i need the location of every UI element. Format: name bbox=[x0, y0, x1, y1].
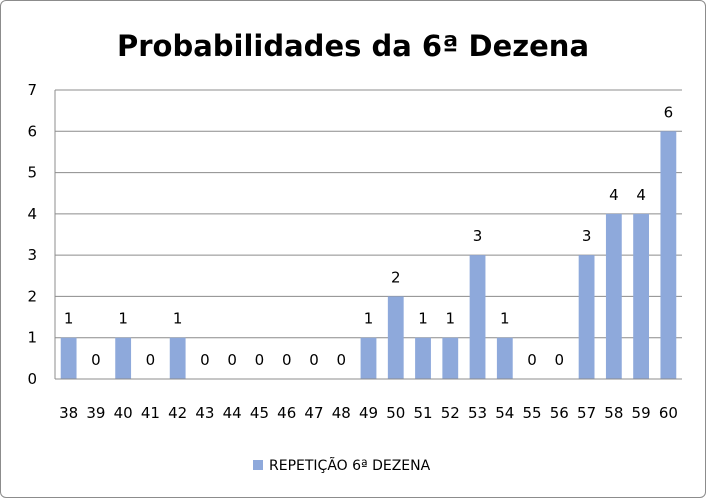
x-tick-label: 51 bbox=[413, 404, 432, 422]
data-label: 6 bbox=[664, 103, 674, 121]
x-tick-label: 60 bbox=[659, 404, 678, 422]
bar bbox=[660, 131, 677, 379]
data-label: 3 bbox=[473, 227, 483, 245]
gridlines bbox=[54, 89, 682, 379]
data-label: 0 bbox=[527, 351, 537, 369]
y-tick-label: 2 bbox=[27, 287, 37, 305]
data-label: 3 bbox=[582, 227, 592, 245]
x-tick-label: 47 bbox=[304, 404, 323, 422]
chart-title: Probabilidades da 6ª Dezena bbox=[117, 29, 589, 63]
y-tick-label: 1 bbox=[27, 329, 37, 347]
x-tick-label: 56 bbox=[550, 404, 569, 422]
y-axis-ticks: 0 1 2 3 4 5 6 7 bbox=[27, 81, 37, 388]
data-label: 1 bbox=[446, 310, 456, 328]
y-tick-label: 4 bbox=[27, 205, 37, 223]
bar bbox=[415, 337, 431, 379]
x-tick-label: 41 bbox=[141, 404, 160, 422]
bar bbox=[360, 337, 377, 379]
data-label: 0 bbox=[282, 351, 292, 369]
bar bbox=[496, 337, 513, 379]
data-label: 1 bbox=[173, 310, 183, 328]
data-label: 0 bbox=[255, 351, 265, 369]
x-tick-label: 46 bbox=[277, 404, 296, 422]
x-tick-label: 55 bbox=[523, 404, 542, 422]
legend: REPETIÇÃO 6ª DEZENA bbox=[253, 457, 431, 474]
x-tick-label: 50 bbox=[386, 404, 405, 422]
data-label: 1 bbox=[364, 310, 374, 328]
legend-swatch bbox=[253, 460, 263, 470]
bar bbox=[633, 213, 650, 379]
data-label: 0 bbox=[91, 351, 101, 369]
bar bbox=[605, 213, 622, 379]
y-tick-label: 5 bbox=[27, 164, 37, 182]
data-label: 0 bbox=[336, 351, 346, 369]
x-tick-label: 58 bbox=[604, 404, 623, 422]
bar bbox=[469, 255, 486, 379]
y-tick-label: 0 bbox=[27, 370, 37, 388]
x-tick-label: 40 bbox=[114, 404, 133, 422]
bars bbox=[60, 131, 677, 379]
x-tick-label: 43 bbox=[195, 404, 214, 422]
x-tick-label: 59 bbox=[632, 404, 651, 422]
x-tick-label: 45 bbox=[250, 404, 269, 422]
data-label: 0 bbox=[309, 351, 319, 369]
x-tick-label: 38 bbox=[59, 404, 78, 422]
data-label: 0 bbox=[146, 351, 156, 369]
x-tick-label: 49 bbox=[359, 404, 378, 422]
legend-label: REPETIÇÃO 6ª DEZENA bbox=[269, 457, 431, 474]
bar bbox=[60, 337, 77, 379]
y-tick-label: 3 bbox=[27, 246, 37, 264]
data-label: 1 bbox=[500, 310, 510, 328]
x-axis-ticks: 38 39 40 41 42 43 44 45 46 47 48 49 50 51 52 53 54 55 56 57… bbox=[59, 404, 678, 422]
data-label: 2 bbox=[391, 268, 401, 286]
bar bbox=[442, 337, 459, 379]
data-label: 1 bbox=[64, 310, 74, 328]
data-label: 4 bbox=[609, 186, 619, 204]
data-label: 4 bbox=[636, 186, 646, 204]
bar bbox=[115, 337, 132, 379]
data-label: 0 bbox=[200, 351, 210, 369]
x-tick-label: 54 bbox=[495, 404, 514, 422]
bar bbox=[169, 337, 186, 379]
data-label: 0 bbox=[227, 351, 237, 369]
bar bbox=[387, 296, 404, 379]
data-label: 1 bbox=[118, 310, 128, 328]
x-tick-label: 44 bbox=[223, 404, 242, 422]
data-label: 0 bbox=[555, 351, 565, 369]
x-tick-label: 53 bbox=[468, 404, 487, 422]
data-label: 1 bbox=[418, 310, 428, 328]
y-tick-label: 6 bbox=[27, 122, 37, 140]
x-tick-label: 57 bbox=[577, 404, 596, 422]
y-tick-label: 7 bbox=[27, 81, 37, 99]
x-tick-label: 39 bbox=[86, 404, 105, 422]
x-tick-label: 42 bbox=[168, 404, 187, 422]
bar bbox=[578, 255, 595, 379]
x-tick-label: 48 bbox=[332, 404, 351, 422]
x-tick-label: 52 bbox=[441, 404, 460, 422]
